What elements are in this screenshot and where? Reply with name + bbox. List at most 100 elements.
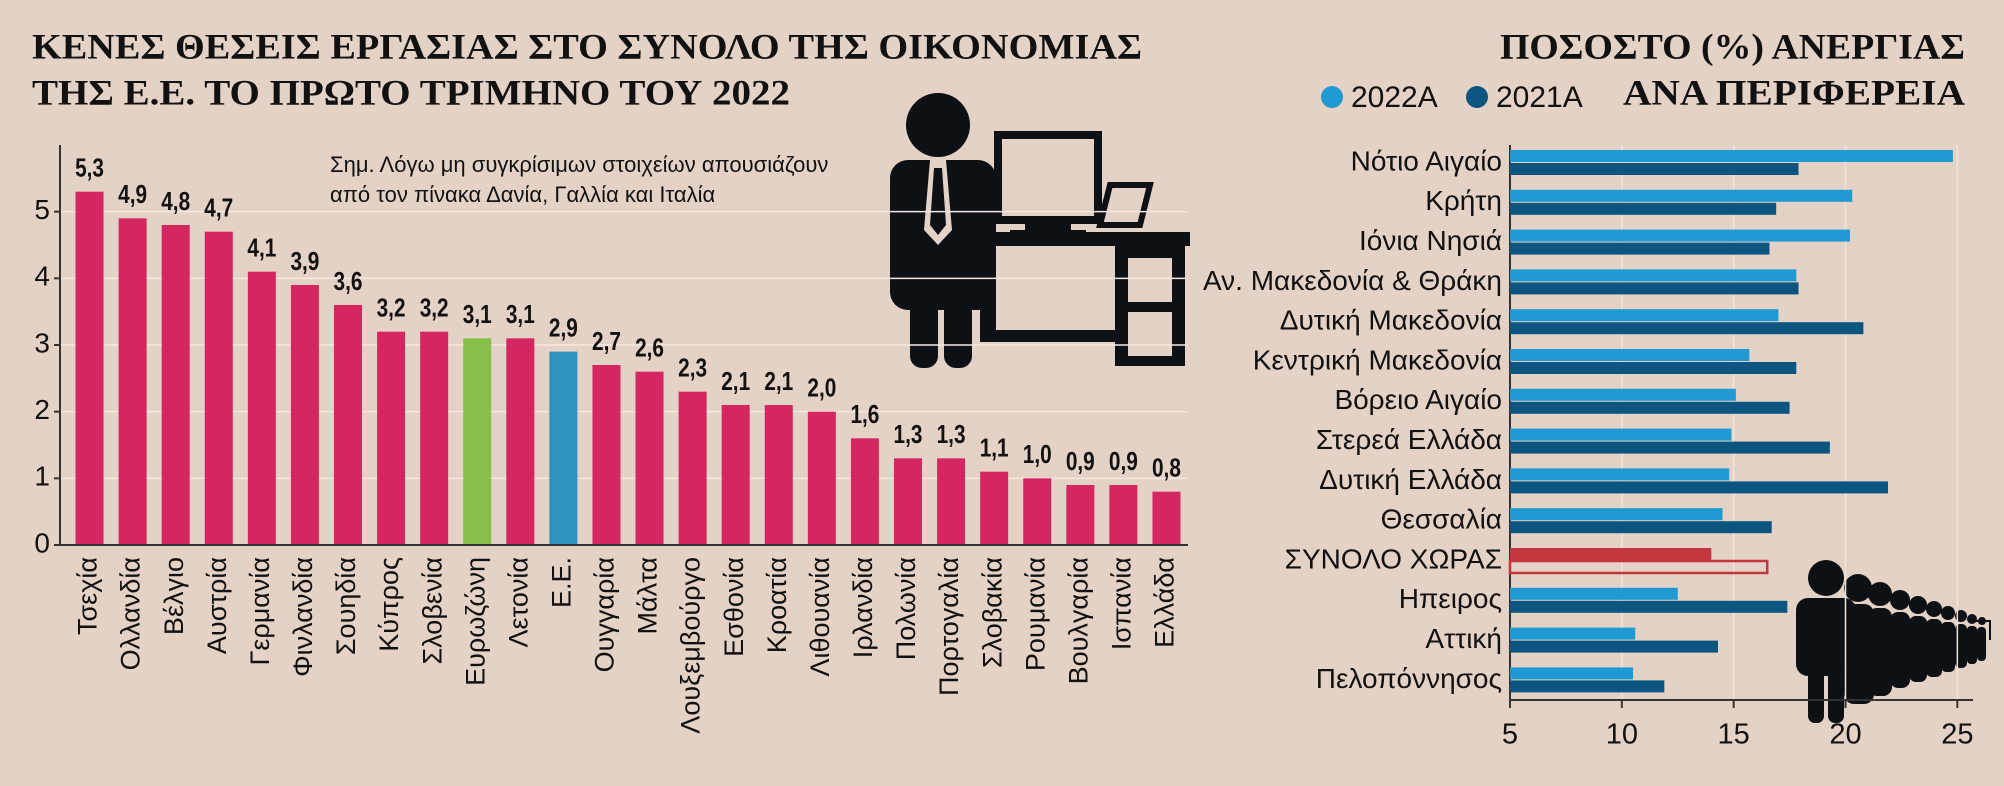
- bar: [807, 411, 836, 545]
- bar: [937, 458, 966, 545]
- x-tick-label: Ολλανδία: [116, 557, 146, 670]
- y-tick-label: Δυτική Μακεδονία: [1280, 305, 1502, 336]
- x-tick-label: Αυστρία: [202, 557, 232, 654]
- y-tick-label: 3: [34, 327, 50, 358]
- bar: [1510, 428, 1732, 441]
- value-label: 4,1: [247, 233, 276, 262]
- x-tick-label: 5: [1502, 719, 1518, 751]
- y-tick-label: Κεντρική Μακεδονία: [1253, 344, 1502, 375]
- value-label: 3,1: [506, 300, 535, 329]
- bar: [678, 391, 707, 545]
- bar: [1109, 485, 1138, 545]
- y-tick-label: 5: [34, 194, 50, 225]
- bar: [1510, 202, 1777, 215]
- x-tick-label: Βέλγιο: [159, 557, 189, 635]
- legend-marker: [1466, 86, 1488, 108]
- bar: [1152, 491, 1181, 545]
- x-tick-label: Φινλανδία: [288, 557, 318, 677]
- x-tick-label: Σλοβακία: [977, 557, 1007, 668]
- y-tick-label: Δυτική Ελλάδα: [1319, 464, 1502, 495]
- x-tick-label: Ιρλανδία: [848, 557, 878, 658]
- value-label: 5,3: [75, 153, 104, 182]
- value-label: 4,9: [118, 180, 147, 209]
- bar: [1510, 481, 1889, 494]
- bar: [1510, 640, 1719, 653]
- y-tick-label: 2: [34, 394, 50, 425]
- bar: [1510, 388, 1736, 401]
- x-tick-label: Κύπρος: [374, 557, 404, 652]
- y-tick-label: Ηπειρος: [1399, 583, 1502, 614]
- bar: [204, 231, 233, 545]
- y-tick-label: Αν. Μακεδονία & Θράκη: [1203, 265, 1502, 296]
- bar: [1510, 667, 1634, 680]
- x-tick-label: Μάλτα: [633, 557, 663, 635]
- bar: [118, 218, 147, 546]
- bar: [1510, 309, 1779, 322]
- y-tick-label: Κρήτη: [1425, 185, 1502, 216]
- x-tick-label: Εσθονία: [719, 557, 749, 657]
- bar: [850, 438, 879, 545]
- chart-title: ΠΟΣΟΣΤΟ (%) ΑΝΕΡΓΙΑΣ: [1500, 26, 1965, 66]
- value-label: 2,1: [721, 367, 750, 396]
- value-label: 4,7: [204, 193, 233, 222]
- value-label: 2,9: [549, 313, 578, 342]
- value-label: 2,3: [678, 353, 707, 382]
- bar: [247, 271, 276, 545]
- chart-title: ΚΕΝΕΣ ΘΕΣΕΙΣ ΕΡΓΑΣΙΑΣ ΣΤΟ ΣΥΝΟΛΟ ΤΗΣ ΟΙΚ…: [32, 26, 1142, 66]
- x-tick-label: Πορτογαλία: [934, 557, 964, 696]
- bar: [1510, 587, 1678, 600]
- bar: [75, 191, 104, 545]
- bar: [894, 458, 922, 545]
- bar: [463, 338, 492, 545]
- value-label: 2,0: [807, 373, 836, 402]
- note: από τον πίνακα Δανία, Γαλλία και Ιταλία: [330, 182, 715, 207]
- bar: [1510, 680, 1665, 693]
- x-tick-label: 20: [1829, 719, 1861, 751]
- bar: [1510, 600, 1788, 613]
- bar: [1023, 478, 1052, 545]
- y-tick-label: Νότιο Αιγαίο: [1351, 145, 1502, 176]
- x-tick-label: Ε.Ε.: [547, 557, 577, 608]
- bar: [1510, 548, 1712, 560]
- bar: [980, 471, 1009, 545]
- value-label: 1,0: [1023, 440, 1052, 469]
- x-tick-label: 10: [1606, 719, 1638, 751]
- value-label: 2,6: [635, 333, 664, 362]
- bar: [635, 371, 664, 545]
- y-tick-label: Θεσσαλία: [1381, 504, 1502, 535]
- value-label: 1,6: [850, 400, 879, 429]
- x-tick-label: 15: [1718, 719, 1750, 751]
- bar: [1510, 468, 1730, 481]
- x-tick-label: Σλοβενία: [417, 557, 447, 664]
- bar: [1510, 269, 1797, 282]
- bar: [161, 225, 190, 545]
- x-tick-label: Ρουμανία: [1020, 557, 1050, 671]
- legend-label: 2021Α: [1496, 81, 1583, 114]
- x-tick-label: Κροατία: [762, 557, 792, 653]
- y-tick-label: 1: [34, 461, 50, 492]
- bar: [1066, 485, 1095, 545]
- value-label: 1,3: [937, 420, 966, 449]
- bar: [290, 285, 319, 545]
- bar: [1510, 362, 1797, 374]
- value-label: 0,8: [1152, 453, 1181, 482]
- y-tick-label: 4: [34, 261, 50, 292]
- worker-icon: [890, 93, 1190, 368]
- bar: [1510, 521, 1772, 534]
- y-tick-label: Ιόνια Νησιά: [1359, 225, 1502, 256]
- legend-marker: [1321, 86, 1343, 108]
- y-tick-label: Βόρειο Αιγαίο: [1334, 384, 1502, 415]
- legend-label: 2022Α: [1351, 81, 1438, 114]
- y-tick-label: Πελοπόννησος: [1316, 663, 1502, 694]
- x-tick-label: Βουλγαρία: [1063, 557, 1093, 684]
- value-label: 3,2: [377, 293, 406, 322]
- value-label: 3,9: [290, 247, 319, 276]
- x-tick-label: Σουηδία: [331, 557, 361, 655]
- x-tick-label: Λουξεμβούργο: [676, 557, 706, 734]
- chart-title: ΤΗΣ Ε.Ε. ΤΟ ΠΡΩΤΟ ΤΡΙΜΗΝΟ ΤΟΥ 2022: [32, 72, 790, 112]
- x-tick-label: Γερμανία: [245, 557, 275, 666]
- bar: [1510, 150, 1953, 162]
- note: Σημ. Λόγω μη συγκρίσιμων στοιχείων απουσ…: [330, 152, 828, 177]
